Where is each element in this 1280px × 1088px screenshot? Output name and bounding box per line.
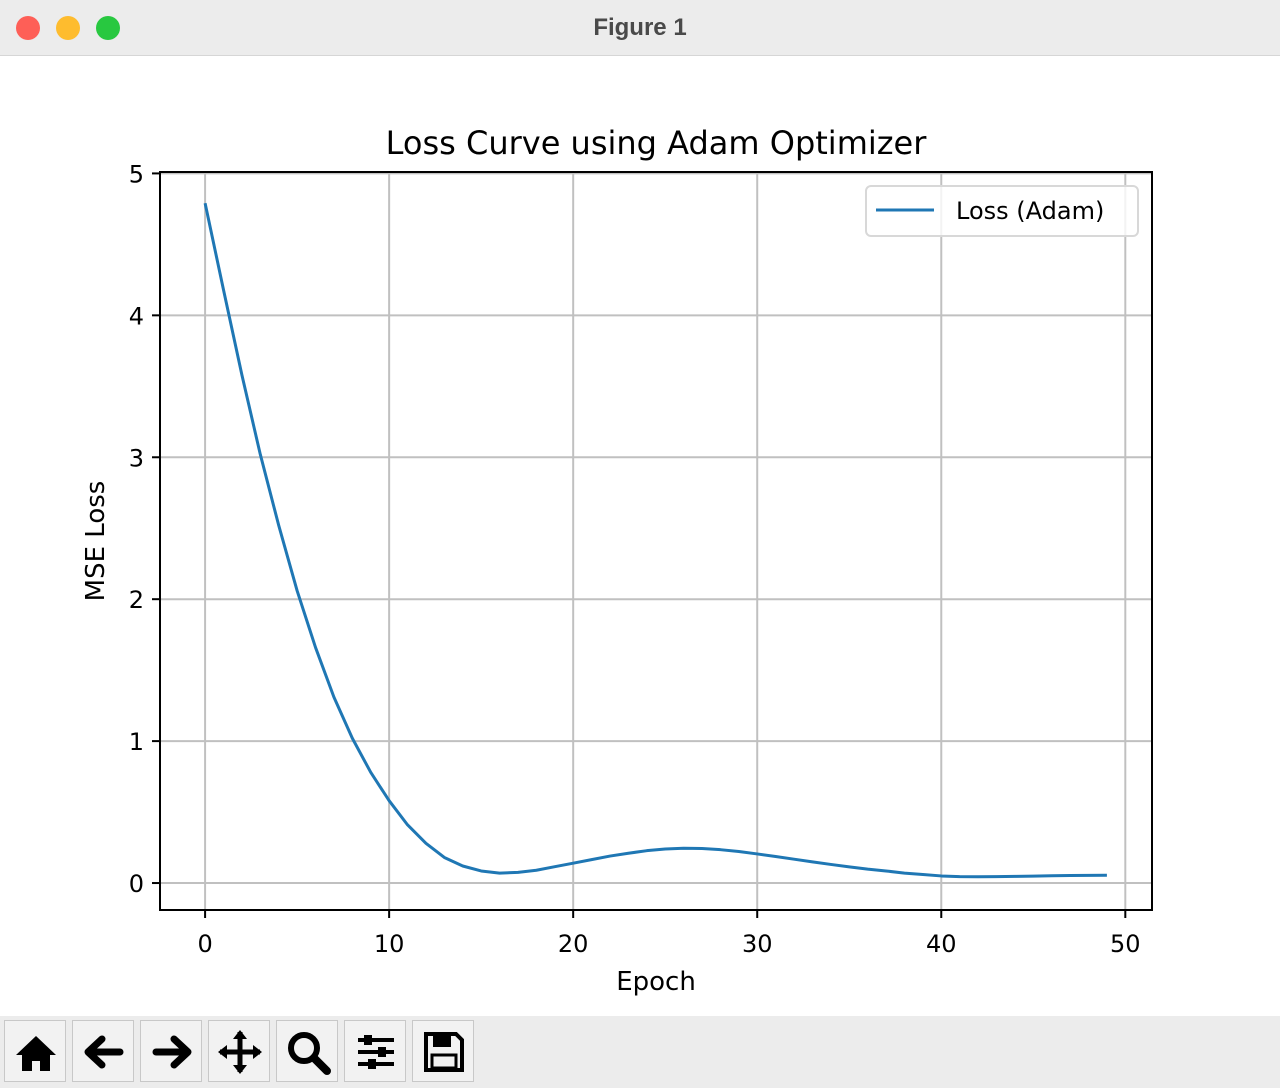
y-tick-label: 5 xyxy=(129,160,144,188)
window-title: Figure 1 xyxy=(593,14,687,41)
y-tick-label: 2 xyxy=(129,586,144,614)
back-button[interactable] xyxy=(72,1020,134,1082)
zoom-tool-button[interactable] xyxy=(276,1020,338,1082)
line xyxy=(203,202,1107,879)
save-button[interactable] xyxy=(412,1020,474,1082)
x-tick-label: 20 xyxy=(558,930,589,958)
toolbar xyxy=(0,1016,1280,1088)
pan-button[interactable] xyxy=(208,1020,270,1082)
x-tick-label: 10 xyxy=(374,930,405,958)
x-tick-label: 40 xyxy=(926,930,957,958)
close-button[interactable] xyxy=(16,16,40,40)
chart-title: Loss Curve using Adam Optimizer xyxy=(386,124,928,162)
forward-button[interactable] xyxy=(140,1020,202,1082)
y-axis-label: MSE Loss xyxy=(81,481,111,602)
x-axis-label: Epoch xyxy=(616,967,696,997)
minimize-button[interactable] xyxy=(56,16,80,40)
x-tick-label: 30 xyxy=(742,930,773,958)
home-button[interactable] xyxy=(4,1020,66,1082)
configure-button[interactable] xyxy=(344,1020,406,1082)
zoom-button[interactable] xyxy=(96,16,120,40)
y-tick-label: 4 xyxy=(129,302,144,330)
title-bar: Figure 1 xyxy=(0,0,1280,56)
legend-box xyxy=(865,185,1139,237)
x-tick-label: 50 xyxy=(1110,930,1141,958)
y-tick-label: 1 xyxy=(129,728,144,756)
y-tick-label: 3 xyxy=(129,444,144,472)
axes-frame xyxy=(159,171,1153,911)
y-tick-label: 0 xyxy=(129,870,144,898)
legend: Loss (Adam) xyxy=(865,185,1139,237)
x-tick-label: 0 xyxy=(197,930,212,958)
legend-label: Loss (Adam) xyxy=(956,197,1104,225)
